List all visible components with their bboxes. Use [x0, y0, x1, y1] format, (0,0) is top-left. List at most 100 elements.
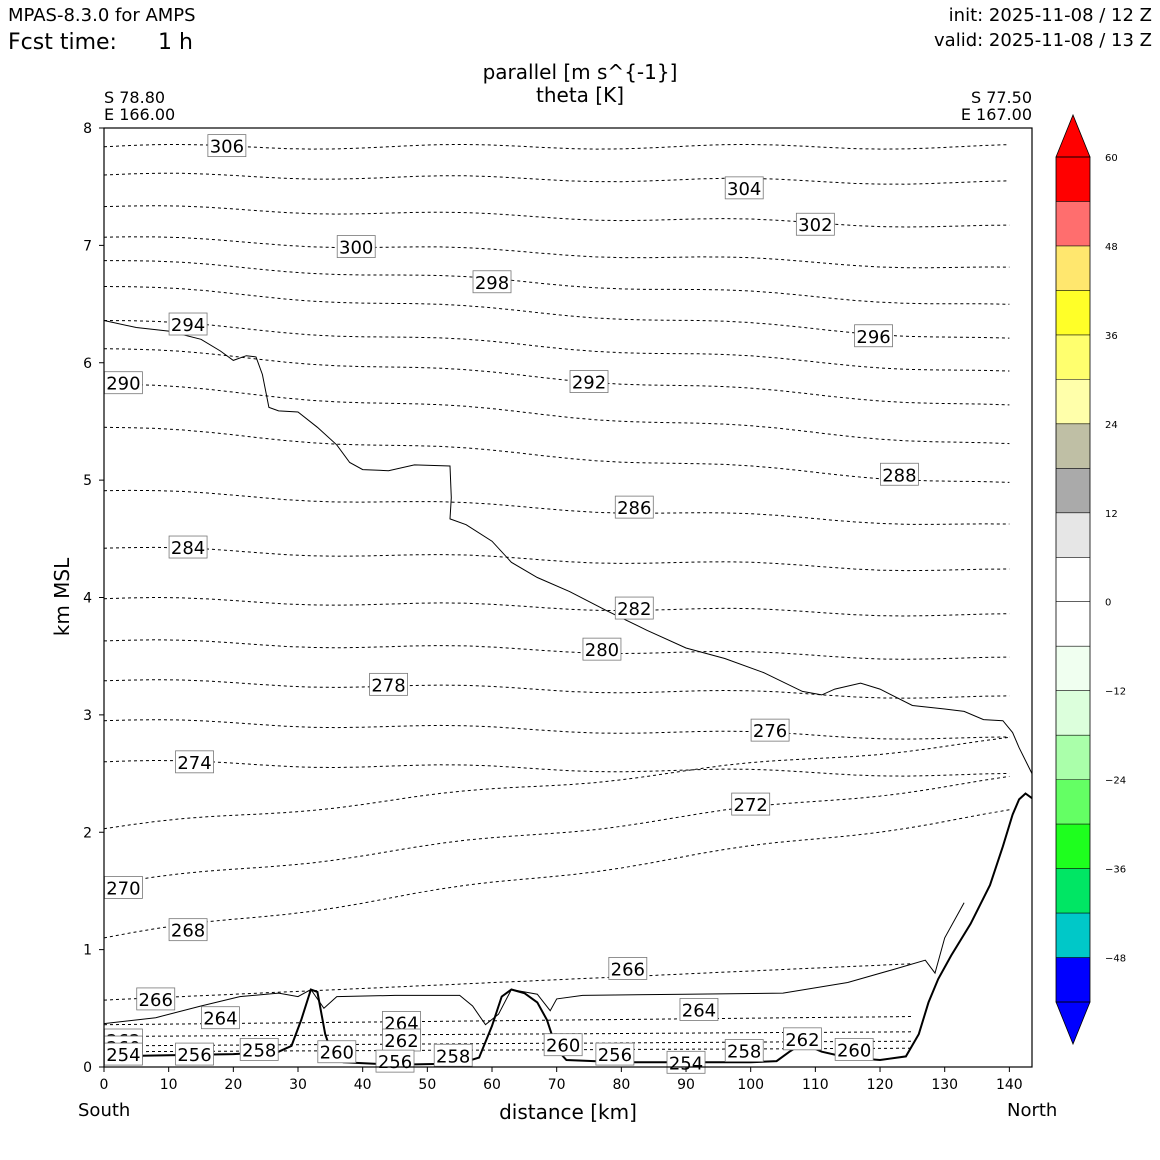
theta-label: 282 — [614, 596, 654, 620]
theta-label-text: 290 — [106, 374, 140, 395]
theta-label: 276 — [750, 718, 790, 742]
theta-label-text: 262 — [384, 1031, 418, 1052]
theta-label: 266 — [608, 957, 648, 980]
theta-contour — [103, 775, 1010, 886]
colorbar-bin — [1056, 690, 1090, 736]
theta-label-text: 284 — [171, 538, 205, 559]
colorbar-bin — [1056, 201, 1090, 246]
y-tick-label: 0 — [83, 1060, 92, 1076]
colorbar-bin — [1056, 868, 1090, 914]
theta-label-box — [880, 462, 919, 486]
theta-label-box — [472, 270, 512, 294]
colorbar-bin — [1056, 512, 1090, 558]
colorbar-bin — [1056, 913, 1090, 958]
theta-labels-group: 306 304 302 300 298 294 296 290 292 288 286 284 282 2… — [104, 134, 919, 1074]
theta-label-box — [679, 998, 719, 1021]
theta-label-box — [207, 134, 247, 158]
colorbar-bin — [1056, 290, 1090, 335]
theta-label-box — [317, 1040, 357, 1064]
south-label: South — [78, 1100, 131, 1121]
x-tick-label: 10 — [160, 1077, 178, 1093]
theta-label-box — [433, 1043, 473, 1067]
theta-contour — [103, 719, 1010, 740]
theta-label: 296 — [854, 324, 893, 348]
theta-contour — [103, 426, 1010, 483]
colorbar-lower-extend — [1055, 1001, 1091, 1046]
theta-label-text: 292 — [572, 373, 606, 394]
theta-label-box — [608, 957, 648, 980]
theta-label-text: 256 — [177, 1045, 211, 1066]
theta-contour — [103, 1031, 913, 1037]
theta-label-text: 266 — [139, 990, 173, 1011]
theta-label-text: 264 — [203, 1009, 237, 1030]
theta-label: 262 — [382, 1028, 421, 1052]
colorbar-bin — [1056, 423, 1090, 469]
x-tick-label: 40 — [354, 1077, 372, 1093]
x-tick-label: 130 — [931, 1077, 958, 1093]
theta-label-box — [136, 987, 176, 1011]
north-label: North — [1007, 1100, 1058, 1121]
theta-label: 260 — [317, 1040, 357, 1064]
colorbar-tick-label: 0 — [1105, 598, 1111, 609]
x-tick-label: 70 — [548, 1077, 566, 1093]
theta-label-text: 258 — [727, 1042, 761, 1063]
theta-label-box — [369, 672, 408, 696]
theta-label: 280 — [582, 637, 622, 661]
plot-frame — [103, 127, 1033, 1068]
parallel-wind-contours — [103, 320, 1033, 1026]
theta-label: 270 — [104, 876, 143, 899]
theta-label-text: 306 — [210, 137, 244, 158]
theta-label-text: 256 — [598, 1045, 632, 1066]
theta-label-text: 262 — [785, 1030, 819, 1051]
colorbar-tick-label: 48 — [1105, 242, 1118, 253]
theta-label-text: 274 — [177, 753, 211, 774]
theta-label-box — [724, 176, 764, 200]
colorbar-bin — [1056, 379, 1090, 424]
colorbar-bin — [1056, 334, 1090, 380]
theta-label: 302 — [795, 212, 835, 236]
theta-label: 286 — [614, 495, 654, 519]
colorbar-bin — [1056, 557, 1090, 602]
theta-label-box — [614, 495, 654, 519]
theta-label-box — [582, 637, 622, 661]
colorbar-tick-label: 12 — [1105, 509, 1118, 520]
y-tick-label: 3 — [83, 708, 92, 724]
theta-label-text: 302 — [798, 215, 832, 236]
theta-label-text: 258 — [242, 1040, 276, 1061]
theta-contour — [103, 348, 1010, 406]
theta-label-text: 260 — [546, 1036, 580, 1057]
theta-label-box — [543, 1033, 583, 1057]
init-time: init: 2025-11-08 / 12 Z — [948, 5, 1152, 26]
theta-label-text: 276 — [753, 721, 787, 742]
theta-label-text: 258 — [436, 1046, 470, 1067]
theta-contour — [103, 546, 1010, 572]
y-tick-label: 7 — [83, 238, 92, 254]
y-tick-label: 1 — [83, 943, 92, 959]
theta-label-box — [569, 370, 609, 393]
theta-label: 278 — [369, 672, 408, 696]
theta-contour — [103, 736, 1010, 830]
theta-label-box — [175, 750, 214, 774]
colorbar-bin — [1056, 646, 1090, 691]
theta-contour — [103, 236, 1010, 269]
theta-label: 254 — [666, 1050, 706, 1074]
theta-label-text: 254 — [106, 1045, 140, 1066]
theta-label-box — [168, 312, 208, 336]
theta-contour — [103, 679, 1010, 699]
colorbar-bin — [1056, 735, 1090, 780]
theta-label-text: 270 — [106, 878, 140, 899]
theta-label: 256 — [595, 1042, 635, 1066]
y-tick-label: 4 — [83, 591, 92, 607]
theta-label-text: 282 — [617, 599, 651, 620]
y-axis: 0 1 2 3 4 5 6 7 8 — [83, 121, 104, 1076]
x-tick-label: 100 — [737, 1077, 764, 1093]
theta-label-text: 268 — [171, 921, 205, 942]
x-tick-label: 110 — [802, 1077, 829, 1093]
theta-label: 272 — [731, 792, 771, 816]
fcst-time-value: 1 h — [158, 30, 193, 55]
theta-contour — [103, 809, 1010, 939]
theta-contour — [103, 260, 1010, 305]
parallel-wind-contour — [103, 902, 965, 1026]
theta-label-box — [175, 1042, 214, 1066]
